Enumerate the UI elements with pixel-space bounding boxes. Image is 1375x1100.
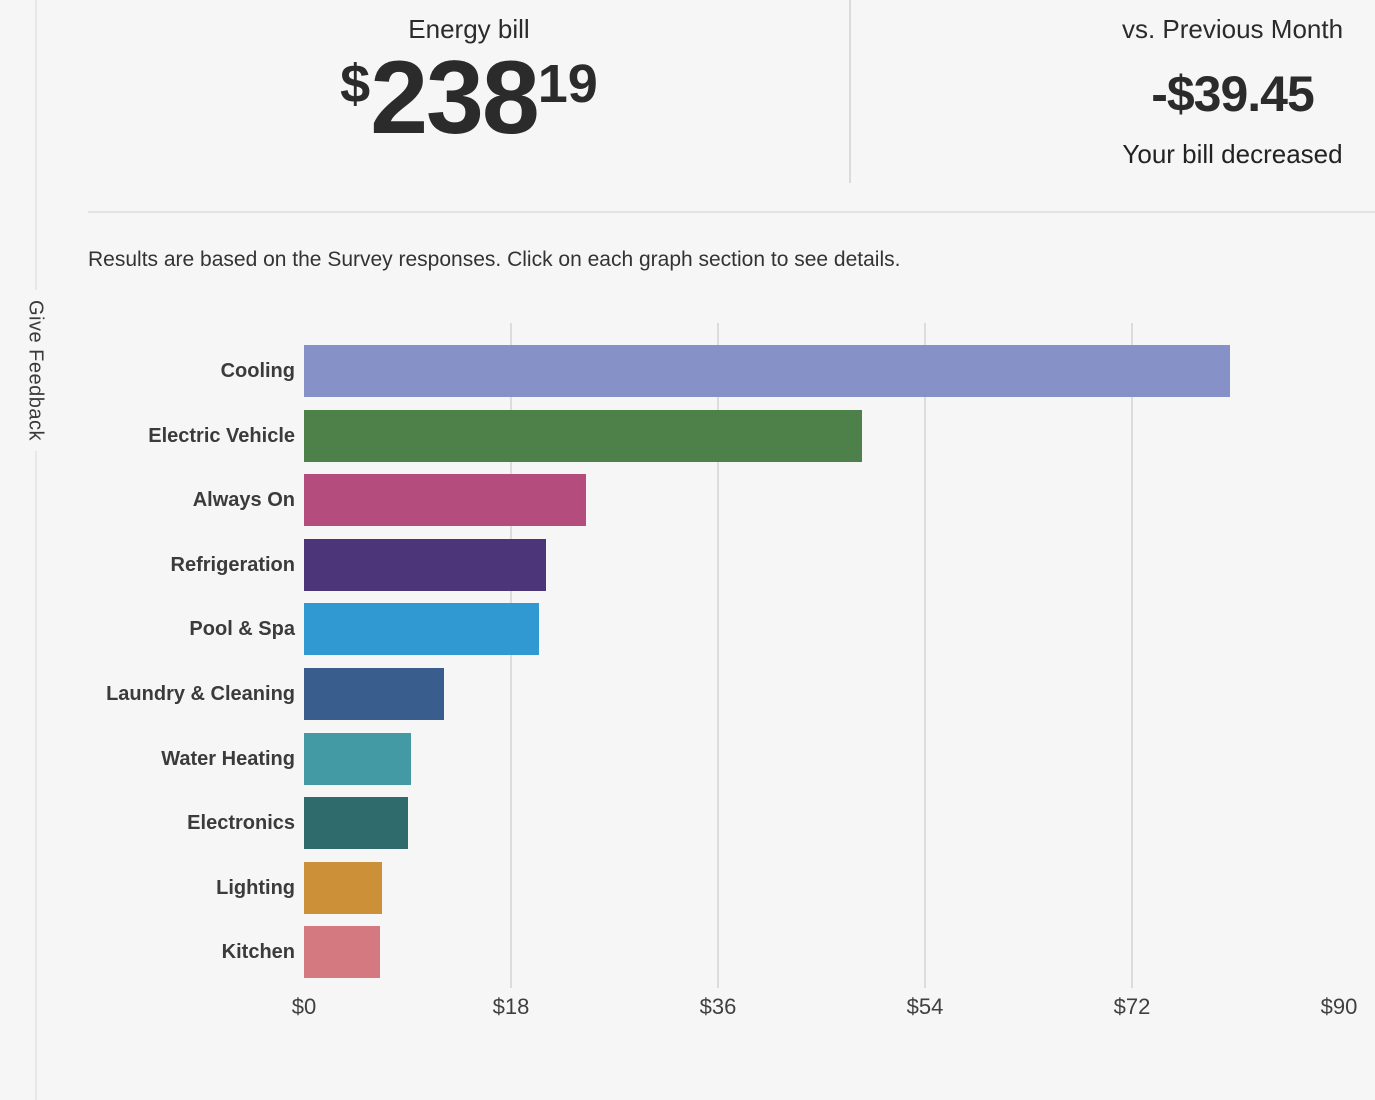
- energy-bill-summary: Energy bill $ 238 19: [88, 14, 850, 156]
- previous-month-comparison: vs. Previous Month -$39.45 Your bill dec…: [1090, 14, 1375, 170]
- x-axis-label-72: $72: [1113, 994, 1151, 1019]
- bar-water-heating[interactable]: [304, 732, 411, 785]
- energy-bill-title: Energy bill: [408, 14, 530, 44]
- bar-always-on[interactable]: [304, 474, 586, 527]
- bar-pool-spa[interactable]: [304, 603, 539, 656]
- bar-label-laundry-cleaning: Laundry & Cleaning: [106, 683, 295, 705]
- x-axis-label-0: $0: [291, 994, 317, 1019]
- bar-label-pool-spa: Pool & Spa: [189, 618, 295, 641]
- bar-refrigeration[interactable]: [304, 538, 546, 591]
- left-panel-edge: [35, 0, 37, 1100]
- bar-electric-vehicle[interactable]: [304, 409, 862, 462]
- x-axis-label-36: $36: [699, 994, 737, 1019]
- bar-lighting[interactable]: [304, 861, 383, 914]
- bar-label-electronics: Electronics: [187, 812, 295, 835]
- give-feedback-tab[interactable]: Give Feedback: [21, 290, 49, 452]
- amount-cents: 19: [537, 54, 598, 114]
- bar-label-kitchen: Kitchen: [221, 941, 295, 964]
- bar-kitchen[interactable]: [304, 926, 380, 979]
- gridline-72: [1131, 323, 1133, 988]
- comparison-subtitle: Your bill decreased: [1122, 139, 1343, 169]
- currency-symbol: $: [340, 54, 371, 114]
- bar-laundry-cleaning[interactable]: [304, 668, 445, 720]
- comparison-title: vs. Previous Month: [1121, 14, 1344, 44]
- bar-cooling[interactable]: [304, 345, 1230, 397]
- gridline-18: [510, 323, 512, 988]
- header-divider: [849, 0, 851, 183]
- bar-label-refrigeration: Refrigeration: [170, 553, 295, 576]
- x-axis-label-18: $18: [492, 994, 530, 1019]
- x-axis-label-54: $54: [906, 994, 944, 1019]
- bar-label-water-heating: Water Heating: [161, 747, 295, 770]
- gridline-36: [717, 323, 719, 988]
- bar-label-always-on: Always On: [192, 489, 295, 512]
- header-separator: [88, 211, 1375, 213]
- bar-label-lighting: Lighting: [216, 876, 295, 899]
- amount-dollars: 238: [370, 40, 540, 156]
- survey-note: Results are based on the Survey response…: [88, 248, 901, 271]
- bar-label-cooling: Cooling: [220, 360, 295, 382]
- energy-bill-amount: $ 238 19: [88, 40, 850, 156]
- comparison-delta: -$39.45: [1151, 66, 1315, 122]
- bar-label-electric-vehicle: Electric Vehicle: [148, 424, 295, 447]
- x-axis-label-90: $90: [1320, 994, 1358, 1019]
- gridline-54: [924, 323, 926, 988]
- bar-electronics[interactable]: [304, 797, 408, 850]
